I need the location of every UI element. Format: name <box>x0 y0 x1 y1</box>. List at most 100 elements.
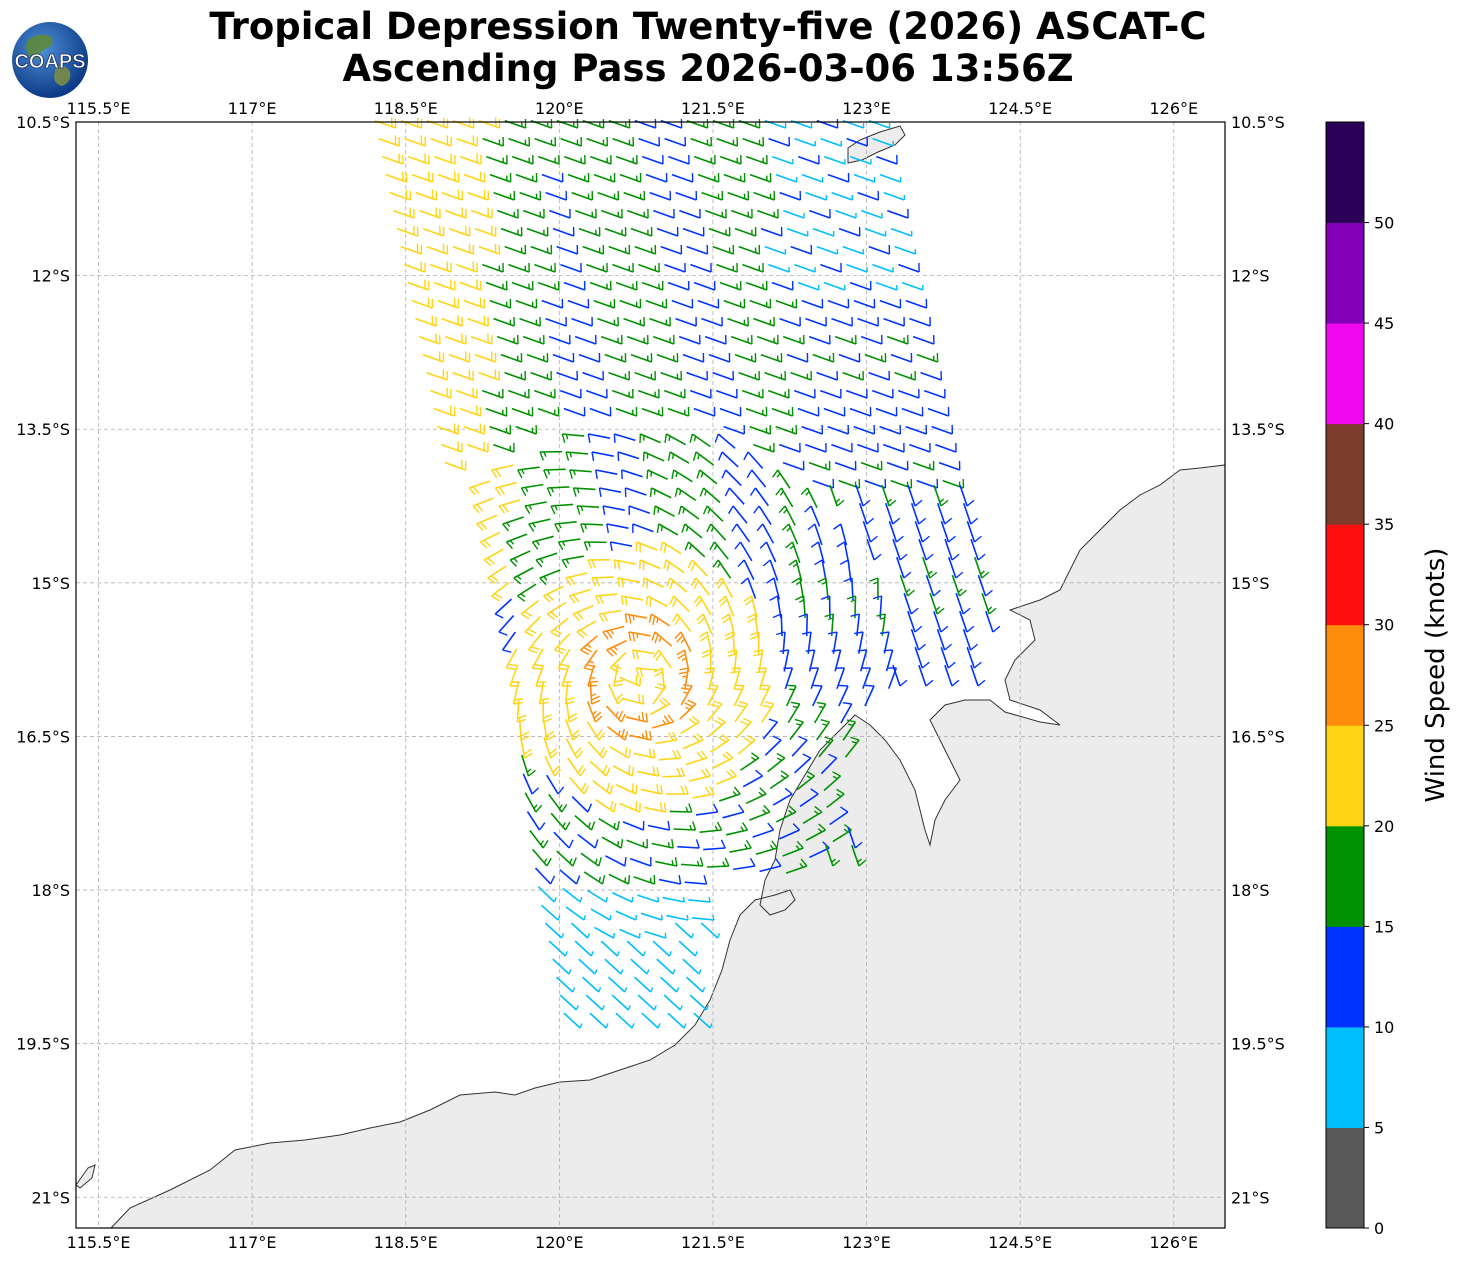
wind-barb <box>649 317 671 327</box>
wind-barb <box>532 535 554 543</box>
wind-barb <box>607 976 626 993</box>
wind-barb-flag <box>780 774 786 779</box>
wind-barb <box>651 487 672 499</box>
axis-ticks: 115.5°E115.5°E117°E117°E118.5°E118.5°E12… <box>16 99 1285 1252</box>
wind-barb <box>524 792 537 813</box>
wind-barb-flag <box>737 559 745 568</box>
wind-barb-flag <box>974 535 982 543</box>
wind-barb <box>879 595 883 619</box>
wind-barb <box>663 994 681 1011</box>
wind-barb-flag <box>546 857 552 867</box>
wind-barb <box>783 209 805 219</box>
wind-barb <box>667 281 690 291</box>
wind-barb-flag <box>638 694 641 704</box>
wind-barb <box>459 155 482 165</box>
wind-barb-flag <box>543 595 551 603</box>
wind-barb-flag <box>616 951 620 957</box>
wind-barb-flag <box>517 469 523 479</box>
wind-barb <box>637 994 655 1011</box>
wind-barb <box>507 389 530 399</box>
wind-barb-flag <box>683 683 693 687</box>
wind-barb <box>753 443 775 453</box>
wind-barb-flag <box>784 787 793 795</box>
wind-barb-flag <box>701 649 711 654</box>
wind-barb-flag <box>722 617 731 624</box>
wind-barb <box>901 281 924 291</box>
wind-barb-flag <box>583 541 589 551</box>
wind-barb <box>899 574 909 597</box>
wind-barb-flag <box>595 577 601 587</box>
lon-tick-label: 118.5°E <box>374 99 438 118</box>
wind-barb-flag <box>668 435 671 441</box>
wind-barb <box>909 317 931 327</box>
wind-barb <box>547 486 570 489</box>
wind-barb-flag <box>508 663 518 667</box>
wind-barb <box>654 631 673 647</box>
wind-barb <box>864 685 875 707</box>
wind-barb-flag <box>718 451 723 461</box>
wind-barb-flag <box>601 875 606 885</box>
wind-barb <box>441 191 463 201</box>
wind-barb-flag <box>689 824 693 831</box>
colorbar-segment <box>1326 524 1364 626</box>
wind-barb-flag <box>606 782 611 792</box>
wind-barb-flag <box>862 499 871 507</box>
wind-barb <box>565 451 589 455</box>
wind-barb-flag <box>557 915 561 921</box>
wind-barb <box>647 469 668 481</box>
wind-barb <box>526 353 548 363</box>
wind-barb-flag <box>543 576 548 581</box>
wind-barb-flag <box>579 1023 583 1029</box>
wind-barb <box>831 317 853 327</box>
wind-barb-flag <box>707 508 711 514</box>
colorbar-segment <box>1326 725 1364 827</box>
wind-barb <box>588 433 611 440</box>
wind-barb-flag <box>550 611 559 618</box>
wind-barb <box>506 533 528 543</box>
wind-barb <box>719 281 742 291</box>
wind-barb-flag <box>790 701 800 705</box>
wind-barb-flag <box>724 487 731 497</box>
wind-barb <box>830 613 835 637</box>
wind-barb <box>685 757 708 766</box>
wind-barb <box>799 793 819 808</box>
wind-barb-flag <box>796 840 804 849</box>
wind-barb <box>396 227 419 237</box>
wind-barb <box>574 815 593 831</box>
wind-barb <box>515 425 537 435</box>
wind-barb <box>656 353 678 363</box>
lat-tick-label: 15°S <box>1231 574 1270 593</box>
wind-barb <box>779 829 800 840</box>
wind-barb <box>532 848 548 867</box>
wind-barb-flag <box>624 596 628 606</box>
wind-barb-flag <box>617 840 620 847</box>
wind-barb <box>649 703 671 716</box>
wind-barb <box>844 739 860 758</box>
wind-barb <box>689 389 712 399</box>
wind-barb-flag <box>691 715 700 723</box>
wind-barb <box>598 817 618 831</box>
wind-barb <box>552 353 574 363</box>
wind-barb <box>856 613 861 636</box>
wind-barb-flag <box>762 809 767 814</box>
wind-barb <box>731 209 753 219</box>
wind-barb <box>669 810 692 813</box>
wind-barb <box>589 281 612 291</box>
wind-barb <box>912 461 934 471</box>
wind-barb-flag <box>767 822 775 831</box>
wind-barb <box>890 353 912 363</box>
wind-barb-flag <box>646 579 649 589</box>
wind-barb-flag <box>565 696 575 701</box>
wind-barb-flag <box>591 451 595 461</box>
wind-barb <box>665 433 686 446</box>
wind-barb <box>641 281 664 291</box>
wind-barb <box>611 994 629 1011</box>
wind-barb-flag <box>498 505 506 514</box>
wind-barb-flag <box>914 499 923 507</box>
wind-barb-flag <box>689 433 694 443</box>
wind-barb <box>801 173 823 183</box>
wind-barb <box>600 940 618 957</box>
wind-barb <box>758 505 772 525</box>
wind-barb <box>585 389 608 399</box>
wind-barb <box>582 245 604 255</box>
